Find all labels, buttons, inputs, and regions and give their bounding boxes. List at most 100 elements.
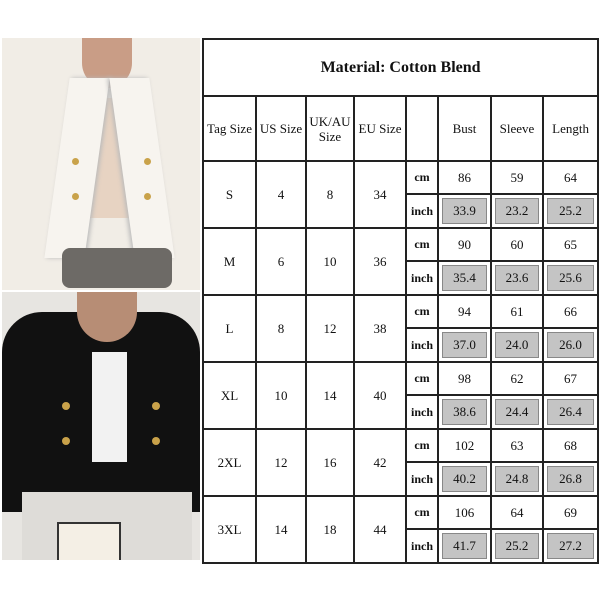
sleeve-value: 23.6 bbox=[495, 265, 539, 291]
uk-au-size-cell: 8 bbox=[305, 160, 355, 229]
column-header: Tag Size bbox=[202, 95, 257, 162]
tag-size-cell: 3XL bbox=[202, 495, 257, 564]
column-header: Sleeve bbox=[490, 95, 544, 162]
us-size-cell: 6 bbox=[255, 227, 307, 296]
tag-size-cell: S bbox=[202, 160, 257, 229]
unit-label: cm bbox=[405, 160, 439, 195]
length-cm-cell: 65 bbox=[541, 227, 600, 262]
length-cm-cell: 66 bbox=[541, 294, 600, 329]
size-row-inch: inch 37.0 24.0 26.0 bbox=[203, 327, 600, 363]
unit-label: cm bbox=[405, 227, 439, 262]
unit-label: cm bbox=[405, 495, 439, 530]
length-cm-cell: 67 bbox=[541, 361, 600, 396]
sleeve-cm-cell: 64 bbox=[490, 495, 544, 530]
length-value: 68 bbox=[564, 437, 578, 453]
length-inch-cell: 27.2 bbox=[541, 528, 600, 564]
length-inch-cell: 26.0 bbox=[541, 327, 600, 363]
sleeve-cm-cell: 63 bbox=[490, 428, 544, 463]
bust-inch-cell: 33.9 bbox=[437, 193, 492, 229]
unit-label: cm bbox=[405, 361, 439, 396]
sleeve-value: 63 bbox=[510, 437, 524, 453]
length-inch-cell: 25.6 bbox=[541, 260, 600, 296]
length-value: 65 bbox=[564, 236, 578, 252]
material-title: Material: Cotton Blend bbox=[201, 38, 600, 97]
eu-size-cell: 40 bbox=[353, 361, 407, 430]
sleeve-cm-cell: 61 bbox=[490, 294, 544, 329]
sleeve-value: 62 bbox=[510, 370, 524, 386]
length-value: 26.0 bbox=[547, 332, 595, 358]
size-row-cm: 2XL 12 16 42 cm 102 63 68 bbox=[202, 428, 600, 497]
length-value: 27.2 bbox=[547, 533, 595, 559]
bust-value: 38.6 bbox=[442, 399, 487, 425]
unit-label: inch bbox=[405, 394, 439, 430]
bust-value: 94 bbox=[458, 303, 471, 319]
sleeve-inch-cell: 23.2 bbox=[490, 193, 544, 229]
column-header: Length bbox=[541, 95, 600, 162]
uk-au-size-cell: 12 bbox=[305, 294, 355, 363]
bust-cm-cell: 90 bbox=[437, 227, 492, 262]
unit-label: inch bbox=[405, 260, 439, 296]
sleeve-value: 60 bbox=[510, 236, 524, 252]
unit-label: inch bbox=[405, 528, 439, 564]
us-size-cell: 10 bbox=[255, 361, 307, 430]
column-header: Bust bbox=[437, 95, 492, 162]
size-row-cm: M 6 10 36 cm 90 60 65 bbox=[202, 227, 600, 296]
bust-value: 98 bbox=[458, 370, 471, 386]
bust-value: 41.7 bbox=[442, 533, 487, 559]
size-row-cm: L 8 12 38 cm 94 61 66 bbox=[202, 294, 600, 363]
size-row-cm: XL 10 14 40 cm 98 62 67 bbox=[202, 361, 600, 430]
sleeve-inch-cell: 25.2 bbox=[490, 528, 544, 564]
length-cm-cell: 69 bbox=[541, 495, 600, 530]
sleeve-inch-cell: 24.4 bbox=[490, 394, 544, 430]
column-header bbox=[405, 95, 439, 162]
sleeve-value: 24.8 bbox=[495, 466, 539, 492]
length-inch-cell: 25.2 bbox=[541, 193, 600, 229]
bust-inch-cell: 40.2 bbox=[437, 461, 492, 497]
us-size-cell: 8 bbox=[255, 294, 307, 363]
sleeve-value: 25.2 bbox=[495, 533, 539, 559]
uk-au-size-cell: 16 bbox=[305, 428, 355, 497]
bust-cm-cell: 98 bbox=[437, 361, 492, 396]
length-value: 26.4 bbox=[547, 399, 595, 425]
bust-value: 102 bbox=[454, 437, 475, 453]
column-header: US Size bbox=[255, 95, 307, 162]
bust-inch-cell: 38.6 bbox=[437, 394, 492, 430]
sleeve-value: 24.4 bbox=[495, 399, 539, 425]
unit-label: inch bbox=[405, 327, 439, 363]
column-header: UK/AU Size bbox=[305, 95, 355, 162]
bust-cm-cell: 94 bbox=[437, 294, 492, 329]
sleeve-value: 23.2 bbox=[495, 198, 539, 224]
column-header: EU Size bbox=[353, 95, 407, 162]
sleeve-inch-cell: 24.8 bbox=[490, 461, 544, 497]
tag-size-cell: XL bbox=[202, 361, 257, 430]
length-value: 26.8 bbox=[547, 466, 595, 492]
bust-value: 37.0 bbox=[442, 332, 487, 358]
bust-cm-cell: 102 bbox=[437, 428, 492, 463]
tag-size-cell: M bbox=[202, 227, 257, 296]
uk-au-size-cell: 14 bbox=[305, 361, 355, 430]
unit-label: cm bbox=[405, 294, 439, 329]
sleeve-cm-cell: 62 bbox=[490, 361, 544, 396]
sleeve-inch-cell: 23.6 bbox=[490, 260, 544, 296]
eu-size-cell: 42 bbox=[353, 428, 407, 497]
length-value: 64 bbox=[564, 169, 578, 185]
sleeve-value: 61 bbox=[510, 303, 524, 319]
size-chart-table: Material: Cotton Blend Tag Size US Size UK… bbox=[201, 38, 600, 564]
bust-cm-cell: 106 bbox=[437, 495, 492, 530]
bust-value: 35.4 bbox=[442, 265, 487, 291]
length-value: 25.2 bbox=[547, 198, 595, 224]
unit-label: cm bbox=[405, 428, 439, 463]
size-row-inch: inch 40.2 24.8 26.8 bbox=[203, 461, 600, 497]
length-cm-cell: 64 bbox=[541, 160, 600, 195]
unit-label: inch bbox=[405, 193, 439, 229]
size-row-cm: S 4 8 34 cm 86 59 64 bbox=[202, 160, 600, 229]
unit-label: inch bbox=[405, 461, 439, 497]
size-row-inch: inch 35.4 23.6 25.6 bbox=[203, 260, 600, 296]
size-row-inch: inch 41.7 25.2 27.2 bbox=[203, 528, 600, 564]
sleeve-value: 64 bbox=[510, 504, 524, 520]
tag-size-cell: 2XL bbox=[202, 428, 257, 497]
eu-size-cell: 38 bbox=[353, 294, 407, 363]
length-value: 67 bbox=[564, 370, 578, 386]
size-row-cm: 3XL 14 18 44 cm 106 64 69 bbox=[202, 495, 600, 564]
white-blazer-photo bbox=[2, 38, 200, 290]
